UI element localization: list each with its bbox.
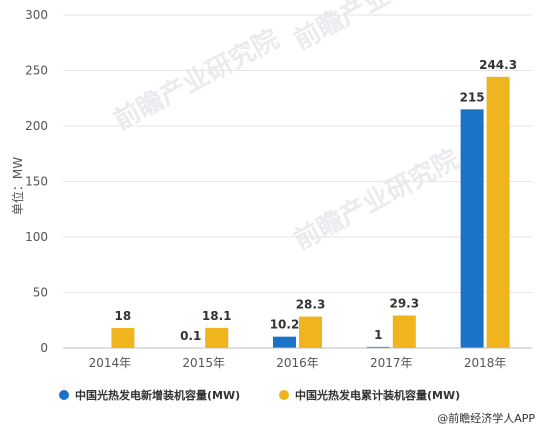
data-label: 29.3 (389, 296, 419, 310)
y-tick-label: 150 (25, 175, 48, 189)
x-tick-label: 2016年 (276, 356, 319, 370)
data-labels: 18 0.118.1 10.2 28.3 1 29.3 215 244.3 (115, 58, 518, 343)
y-tick-label: 100 (25, 230, 48, 244)
x-tick-label: 2015年 (182, 356, 225, 370)
bar-cumulative-capacity (486, 76, 510, 349)
x-axis-ticks: 2014年 2015年 2016年 2017年 2018年 (89, 356, 507, 370)
bar-cumulative-capacity (392, 315, 416, 348)
data-label: 244.3 (479, 58, 517, 72)
source-credit: @前瞻经济学人APP (437, 411, 535, 425)
legend: 中国光热发电新增装机容量(MW) 中国光热发电累计装机容量(MW) (59, 388, 460, 402)
x-tick-label: 2018年 (464, 356, 507, 370)
data-label: 28.3 (296, 298, 326, 312)
watermark-text: 前瞻产业研究院 (289, 0, 464, 56)
watermark-text: 前瞻产业研究院 (289, 143, 464, 256)
grid-lines (63, 14, 532, 293)
bar-new-capacity (366, 346, 390, 348)
bar-cumulative-capacity (205, 327, 229, 348)
bar-cumulative-capacity (111, 328, 135, 348)
legend-marker (59, 390, 69, 400)
data-label: 0.1 (180, 329, 201, 343)
x-tick-label: 2017年 (370, 356, 413, 370)
data-label: 1 (374, 328, 382, 342)
legend-label: 中国光热发电新增装机容量(MW) (75, 388, 240, 402)
data-label: 10.2 (270, 318, 300, 332)
bar-new-capacity (460, 109, 484, 348)
y-tick-label: 0 (40, 341, 48, 355)
y-tick-label: 300 (25, 8, 48, 22)
y-axis-label: 单位：MW (10, 157, 25, 215)
legend-marker (279, 390, 289, 400)
data-label: 18.1 (202, 309, 232, 323)
legend-label: 中国光热发电累计装机容量(MW) (295, 388, 460, 402)
data-label: 215 (460, 90, 485, 104)
bar-cumulative-capacity (299, 316, 322, 348)
watermark-text: 前瞻产业研究院 (109, 23, 284, 136)
data-label: 18 (115, 309, 132, 323)
x-tick-label: 2014年 (89, 356, 132, 370)
y-tick-label: 200 (25, 119, 48, 133)
y-tick-label: 250 (25, 64, 48, 78)
bars (111, 76, 510, 349)
bar-new-capacity (273, 336, 296, 348)
y-axis-ticks: 0 50 100 150 200 250 300 (25, 8, 48, 355)
y-tick-label: 50 (33, 286, 48, 300)
